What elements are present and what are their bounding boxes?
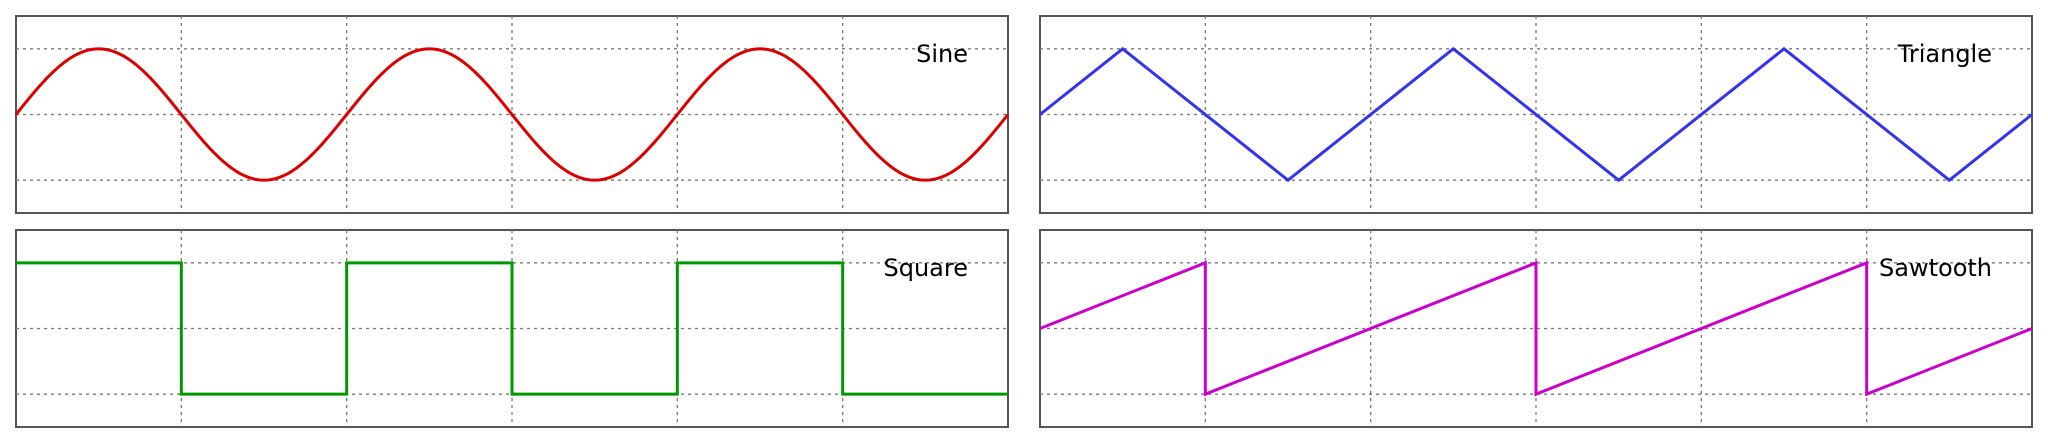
sine-label: Sine [916,40,968,68]
square-label: Square [884,254,969,282]
triangle-wave-line [1039,46,2033,183]
sine-panel: Sine [14,15,1010,214]
triangle-label: Triangle [1897,40,1992,68]
square-panel: Square [15,229,1009,428]
triangle-panel: Triangle [1039,15,2033,214]
square-wave-line [16,261,1008,396]
sawtooth-wave-line [1039,260,2033,397]
sawtooth-panel: Sawtooth [1039,229,2033,428]
sine-wave-line [14,47,1010,182]
sawtooth-label: Sawtooth [1879,254,1992,282]
